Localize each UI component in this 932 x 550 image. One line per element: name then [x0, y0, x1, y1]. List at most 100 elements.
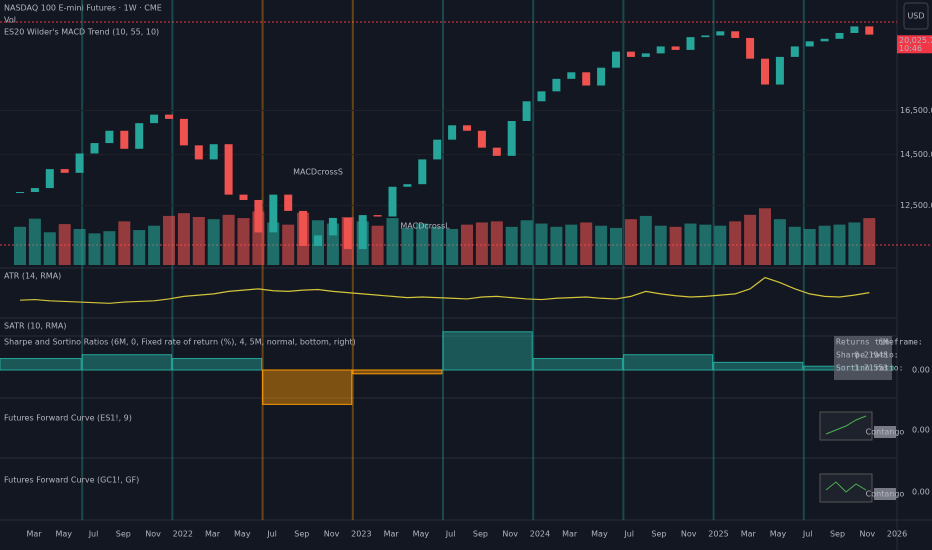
volume-bar	[744, 214, 757, 265]
curve-tag: Contango	[866, 490, 905, 499]
pane-label: ATR (14, RMA)	[4, 272, 61, 281]
volume-bar	[73, 229, 86, 265]
axis-label: 0.00	[912, 426, 930, 435]
candle	[850, 26, 859, 33]
candle	[686, 37, 695, 50]
volume-bar	[386, 218, 399, 265]
volume-bar	[624, 219, 637, 265]
candle	[731, 31, 740, 38]
time-label: Nov	[859, 530, 875, 539]
volume-bar	[371, 225, 384, 265]
volume-bar	[565, 224, 578, 265]
volume-bar	[848, 222, 861, 265]
candle	[90, 143, 99, 154]
volume-bar	[43, 232, 56, 265]
time-label: Sep	[294, 530, 309, 539]
time-label: Mar	[741, 530, 757, 539]
candle	[120, 130, 129, 149]
candle	[835, 32, 844, 39]
volume-bar	[654, 225, 667, 265]
volume-bar	[222, 214, 235, 265]
sharpe-block	[622, 354, 714, 371]
sharpe-block	[262, 369, 353, 405]
currency[interactable]: USD	[907, 12, 924, 21]
volume-bar	[237, 218, 250, 265]
forward-curve-line	[825, 415, 867, 435]
volume-bar	[490, 221, 503, 265]
macd-label: ES20 Wilder's MACD Trend (10, 55, 10)	[4, 28, 159, 37]
sharpe-block	[81, 354, 172, 371]
candle	[865, 26, 874, 35]
volume-bar	[669, 226, 682, 265]
volume-bar	[207, 219, 220, 265]
annotation: MACDcrossL	[400, 222, 450, 231]
volume-bar	[282, 224, 295, 265]
candle	[224, 144, 233, 195]
atr-line	[19, 276, 870, 304]
candle	[179, 118, 188, 146]
volume-bar	[818, 225, 831, 265]
sharpe-block	[532, 358, 623, 371]
volume-bar	[446, 229, 459, 265]
candle	[30, 188, 39, 192]
time-label: Jul	[623, 530, 634, 539]
candle	[60, 169, 69, 173]
candle	[239, 194, 248, 200]
volume-bar	[595, 225, 608, 265]
candle	[165, 114, 173, 119]
time-label: 2023	[351, 530, 371, 539]
time-label: May	[770, 530, 787, 539]
volume-bar	[505, 226, 518, 265]
volume-bar	[58, 224, 71, 265]
currency-button[interactable]	[903, 2, 929, 30]
volume-bar	[520, 220, 533, 265]
candle	[418, 159, 427, 185]
time-label: Sep	[651, 530, 666, 539]
volume-bar	[759, 208, 771, 265]
candle	[701, 35, 710, 38]
volume-bar	[118, 221, 131, 265]
stats-table	[834, 336, 892, 380]
last-price: 20,025.75	[899, 36, 932, 45]
volume-bar	[729, 221, 742, 265]
volume-bar	[177, 213, 190, 265]
time-label: Sep	[473, 530, 488, 539]
time-label: Jul	[266, 530, 277, 539]
table-cell: Sortino ratio:	[836, 364, 903, 373]
volume-bar	[788, 226, 801, 265]
candle	[746, 37, 755, 59]
candle	[492, 147, 501, 156]
candle	[626, 51, 635, 57]
volume-bar	[28, 218, 41, 265]
candle	[194, 145, 203, 160]
sharpe-block	[713, 361, 804, 371]
candle	[597, 67, 606, 86]
curve-tag: Contango	[866, 428, 905, 437]
time-label: Sep	[830, 530, 845, 539]
volume-bar	[148, 225, 161, 265]
volume-bar	[192, 217, 205, 265]
candle	[612, 51, 620, 68]
volume-bar	[610, 227, 622, 265]
candle	[775, 56, 784, 85]
candle	[299, 210, 308, 247]
volume-bar	[133, 230, 146, 265]
volume-bar	[14, 226, 26, 265]
candle	[582, 72, 591, 86]
sharpe-block	[0, 358, 82, 371]
candle	[358, 215, 367, 250]
candle	[537, 91, 546, 102]
candle	[477, 130, 486, 148]
table-cell: 1.71553	[854, 364, 888, 373]
pane-label: Futures Forward Curve (ES1!, 9)	[4, 414, 132, 423]
axis-label: 0.00	[912, 488, 930, 497]
time-label: May	[413, 530, 430, 539]
candle	[716, 31, 725, 36]
candle	[269, 194, 278, 233]
candle	[254, 199, 263, 233]
candle	[805, 41, 814, 47]
time-label: Nov	[681, 530, 697, 539]
